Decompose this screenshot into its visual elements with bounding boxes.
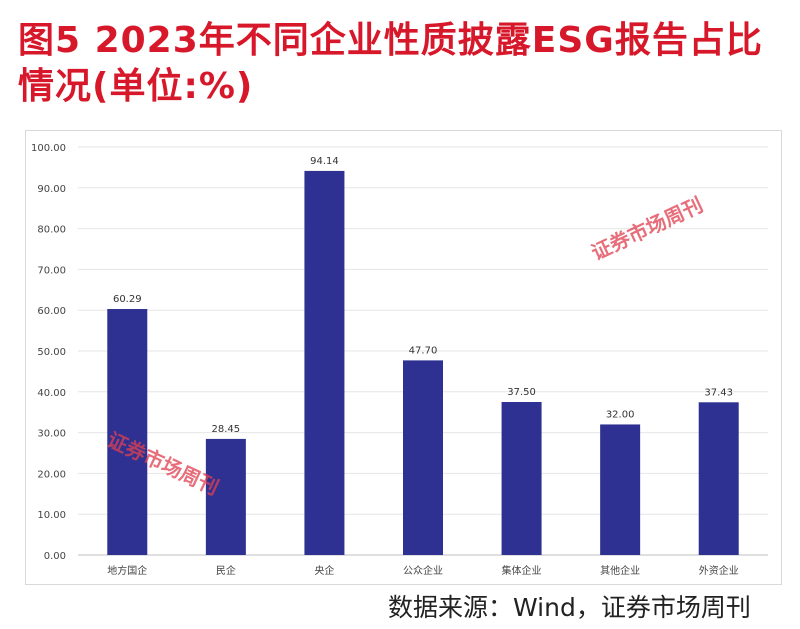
y-tick-label: 30.00 [37,429,66,440]
y-tick-label: 60.00 [37,306,66,317]
data-label: 32.00 [606,409,635,420]
chart-frame [25,130,782,585]
data-label: 37.50 [507,387,536,398]
bar [403,360,443,555]
x-tick-label: 外资企业 [699,564,739,577]
y-tick-label: 70.00 [37,265,66,276]
bar [698,402,739,555]
x-tick-label: 民企 [216,564,236,577]
bar [600,424,641,555]
y-tick-label: 20.00 [37,469,66,480]
y-tick-label: 10.00 [37,510,66,521]
y-tick-label: 50.00 [37,347,66,358]
source-note: 数据来源：Wind，证券市场周刊 [388,593,751,622]
data-label: 37.43 [704,387,733,398]
bar [304,170,345,555]
data-label: 60.29 [113,294,142,305]
x-tick-label: 公众企业 [403,564,443,577]
data-label: 94.14 [310,156,339,167]
bar [107,309,148,555]
x-tick-label: 集体企业 [502,564,542,577]
data-label: 28.45 [212,424,241,435]
y-tick-label: 40.00 [37,388,66,399]
bar [501,402,542,555]
y-tick-label: 0.00 [44,551,66,562]
data-label: 47.70 [409,345,438,356]
x-tick-label: 央企 [314,564,334,577]
bar [205,438,246,555]
y-tick-label: 80.00 [37,225,66,236]
y-tick-label: 90.00 [37,184,66,195]
x-tick-label: 地方国企 [107,564,147,577]
x-tick-label: 其他企业 [600,564,640,577]
chart-title: 图5 2023年不同企业性质披露ESG报告占比情况(单位:%) [18,20,763,107]
y-tick-label: 100.00 [31,143,66,154]
